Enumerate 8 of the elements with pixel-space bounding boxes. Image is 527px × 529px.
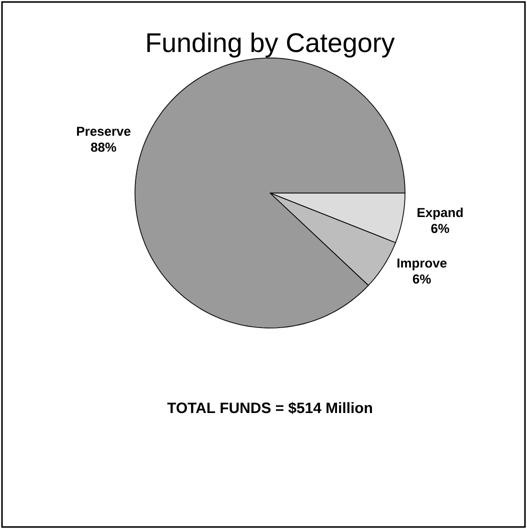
data-label: 88% [90, 142, 116, 152]
data-label: 6% [412, 274, 431, 284]
slice-label: Improve [397, 258, 447, 270]
text: TOTAL FUNDS = $514 Million [167, 402, 372, 414]
data-label: 6% [431, 224, 450, 234]
chart-title: Funding by Category [147, 32, 395, 58]
slice-label: Preserve [77, 126, 130, 136]
slice-label: Expand [418, 208, 463, 220]
